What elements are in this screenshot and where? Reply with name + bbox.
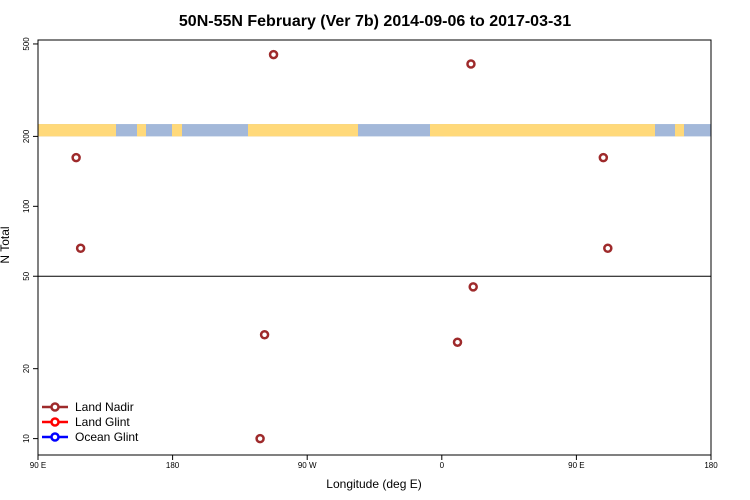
land-patch <box>675 124 684 137</box>
data-points <box>71 49 613 444</box>
data-point <box>598 152 609 163</box>
data-point <box>255 433 265 444</box>
y-tick-label: 10 <box>22 434 31 443</box>
legend-marker <box>50 432 60 442</box>
data-point <box>259 329 270 340</box>
y-axis: 10 20 50 100 200 500 <box>22 37 38 443</box>
y-axis-label: N Total <box>0 226 12 263</box>
plot-frame <box>37 39 712 456</box>
legend-entry: Land Glint <box>75 415 130 429</box>
y-tick-label: 200 <box>22 129 31 143</box>
data-point <box>468 282 478 292</box>
land-patch <box>172 124 182 137</box>
x-tick-label: 90 W <box>298 461 317 470</box>
y-tick-label: 20 <box>22 364 31 373</box>
legend-marker <box>50 402 60 412</box>
land-patch <box>444 124 655 137</box>
map-strip <box>38 124 711 137</box>
x-tick-label: 90 E <box>30 461 46 470</box>
x-axis: 90 E 180 90 W 0 90 E 180 <box>30 455 718 470</box>
data-point <box>466 59 476 69</box>
legend-entry: Land Nadir <box>75 400 134 414</box>
y-tick-label: 500 <box>22 37 31 51</box>
y-tick-label: 50 <box>22 271 31 280</box>
data-point <box>452 337 463 347</box>
data-point <box>71 152 81 163</box>
chart-title: 50N-55N February (Ver 7b) 2014-09-06 to … <box>179 13 571 30</box>
legend-entry: Ocean Glint <box>75 430 139 444</box>
x-tick-label: 0 <box>440 461 445 470</box>
land-patch <box>248 124 358 137</box>
data-point <box>603 243 613 253</box>
x-tick-label: 180 <box>166 461 180 470</box>
x-tick-label: 180 <box>704 461 718 470</box>
x-tick-label: 90 E <box>568 461 584 470</box>
y-tick-label: 100 <box>22 199 31 213</box>
land-patch <box>137 124 146 137</box>
data-point <box>75 243 86 253</box>
land-patch <box>38 124 116 137</box>
legend-marker <box>50 417 60 427</box>
x-axis-label: Longitude (deg E) <box>326 477 421 491</box>
data-point <box>268 49 279 60</box>
